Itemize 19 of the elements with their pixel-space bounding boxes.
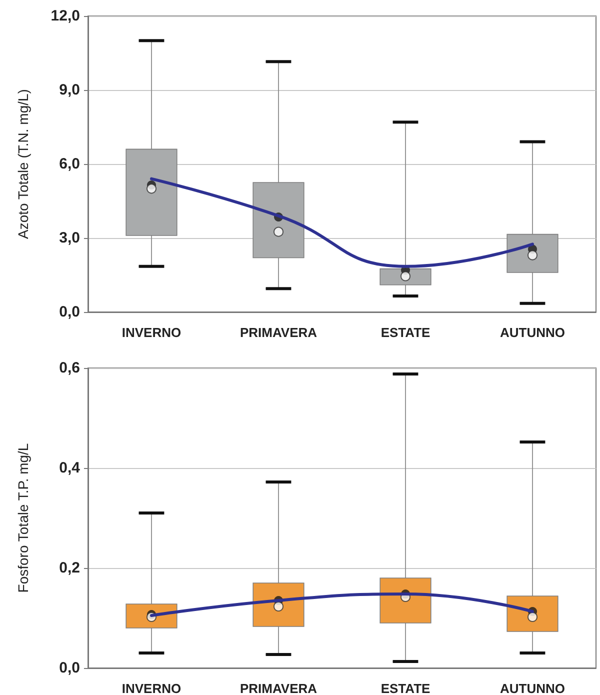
x-tick-label: ESTATE — [380, 325, 430, 340]
y-axis-title: Azoto Totale (T.N. mg/L) — [15, 89, 31, 239]
x-tick-label: PRIMAVERA — [240, 325, 318, 340]
y-tick-label: 12,0 — [50, 8, 80, 24]
x-tick-label: INVERNO — [122, 681, 182, 695]
x-tick-label: AUTUNNO — [500, 681, 565, 695]
x-tick-label: PRIMAVERA — [240, 681, 318, 695]
y-tick-label: 9,0 — [59, 82, 80, 98]
y-tick-label: 0,0 — [59, 304, 80, 320]
y-tick-label: 0,0 — [59, 660, 80, 676]
x-tick-label: AUTUNNO — [500, 325, 565, 340]
y-tick-label: 0,6 — [59, 360, 80, 376]
x-tick-label: ESTATE — [380, 681, 430, 695]
y-tick-label: 6,0 — [59, 156, 80, 172]
y-axis-title: Fosforo Totale T.P. mg/L — [15, 443, 31, 593]
y-tick-label: 0,2 — [59, 560, 80, 576]
x-tick-label: INVERNO — [122, 325, 182, 340]
y-tick-label: 3,0 — [59, 230, 80, 246]
y-tick-label: 0,4 — [59, 460, 81, 476]
